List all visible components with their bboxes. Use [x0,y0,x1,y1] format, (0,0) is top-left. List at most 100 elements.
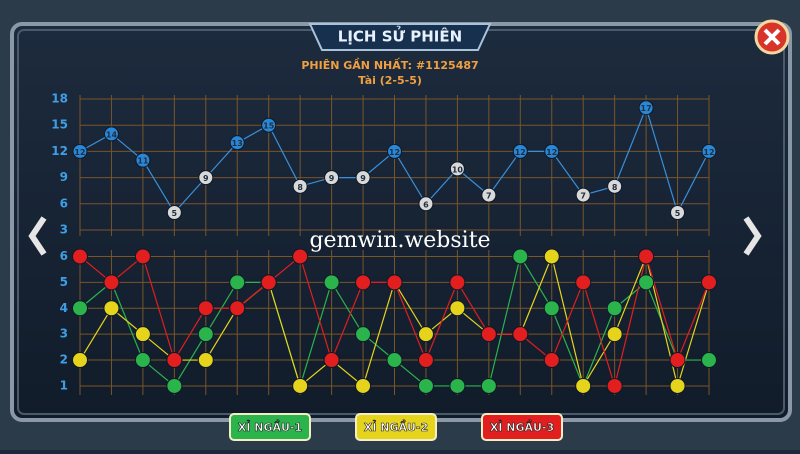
total-point [449,161,465,177]
dice-point [323,352,340,369]
dice-point [134,326,151,343]
dice-point [292,377,309,394]
total-label: 6 [423,200,429,209]
watermark: gemwin.website [309,228,490,253]
total-point [575,187,591,203]
dice-point [606,326,623,343]
dice-point [72,248,88,265]
total-label: 7 [486,192,492,201]
total-label: 5 [172,209,178,218]
title-banner [308,23,492,51]
total-point [292,178,308,194]
y-tick-label: 4 [60,301,68,315]
dice-point [575,377,592,394]
dice-point [72,352,88,369]
dice-point [355,274,372,291]
y-tick-label: 12 [51,144,68,158]
dice-point [134,352,151,369]
close-button[interactable] [754,19,790,55]
dice-point [197,352,214,369]
legend-button[interactable] [229,413,311,441]
dice-point [638,248,655,265]
total-point [166,205,182,221]
dice-point [229,274,246,291]
dice-point [449,300,466,317]
total-point [607,178,623,194]
prev-arrow[interactable] [28,216,47,256]
dice-point [103,300,120,317]
total-point [670,205,686,221]
dice-point [103,274,120,291]
dice-point [417,377,434,394]
total-point [418,196,434,212]
dice-point [701,352,717,369]
total-label: 12 [389,148,400,157]
dice-point [386,352,403,369]
dice-point [197,326,214,343]
dice-point [166,352,183,369]
latest-result: Tài (2-5-5) [358,74,422,87]
total-point [638,100,654,116]
close-x[interactable] [763,28,781,46]
total-label: 10 [452,165,464,174]
total-point [387,143,402,159]
dice-point [638,274,655,291]
dice-point [543,352,560,369]
y-tick-label: 5 [60,275,68,289]
total-point [72,143,88,159]
dice-point [449,274,466,291]
y-tick-label: 18 [51,92,68,106]
dice-point [480,326,497,343]
dice-point [669,352,686,369]
total-label: 9 [203,174,209,183]
total-label: 15 [263,122,275,131]
dice-point [292,248,309,265]
dice-point [197,300,214,317]
dice-point [355,377,372,394]
dice-point [543,300,560,317]
y-tick-label: 9 [60,170,68,184]
total-label: 8 [612,183,618,192]
total-label: 12 [703,148,714,157]
total-label: 9 [329,174,335,183]
y-tick-label: 2 [60,353,68,367]
dice-point [512,326,529,343]
legend-button[interactable] [481,413,563,441]
dice-point [386,274,403,291]
total-point [229,135,245,151]
dice-point [166,377,183,394]
dice-point [134,248,151,265]
total-label: 7 [580,192,586,201]
total-label: 17 [641,104,652,113]
total-label: 14 [106,130,118,139]
legend-label[interactable]: XỈ NGẦU-2 [364,420,429,435]
dice-point [229,300,246,317]
y-tick-label: 3 [60,327,68,341]
dice-point [512,248,529,265]
legend: XỈ NGẦU-1 XỈ NGẦU-2 XỈ NGẦU-3 [229,413,563,441]
dice-point [606,300,623,317]
dice-point [575,274,592,291]
dice-point [701,274,717,291]
dice-point [417,326,434,343]
total-point [512,143,528,159]
dice-point [323,274,340,291]
total-point [261,117,277,133]
legend-label[interactable]: XỈ NGẦU-1 [238,420,303,435]
legend-label[interactable]: XỈ NGẦU-3 [490,420,555,435]
dice-point [72,300,88,317]
dice-point [543,248,560,265]
total-point [198,170,214,186]
total-point [701,143,717,159]
total-label: 12 [74,148,85,157]
dice-point [480,377,497,394]
total-label: 9 [360,174,366,183]
next-arrow[interactable] [743,216,762,256]
legend-button[interactable] [355,413,437,441]
dice-point [606,377,623,394]
total-point [135,152,151,168]
y-tick-label: 6 [60,196,68,210]
total-label: 5 [675,209,681,218]
